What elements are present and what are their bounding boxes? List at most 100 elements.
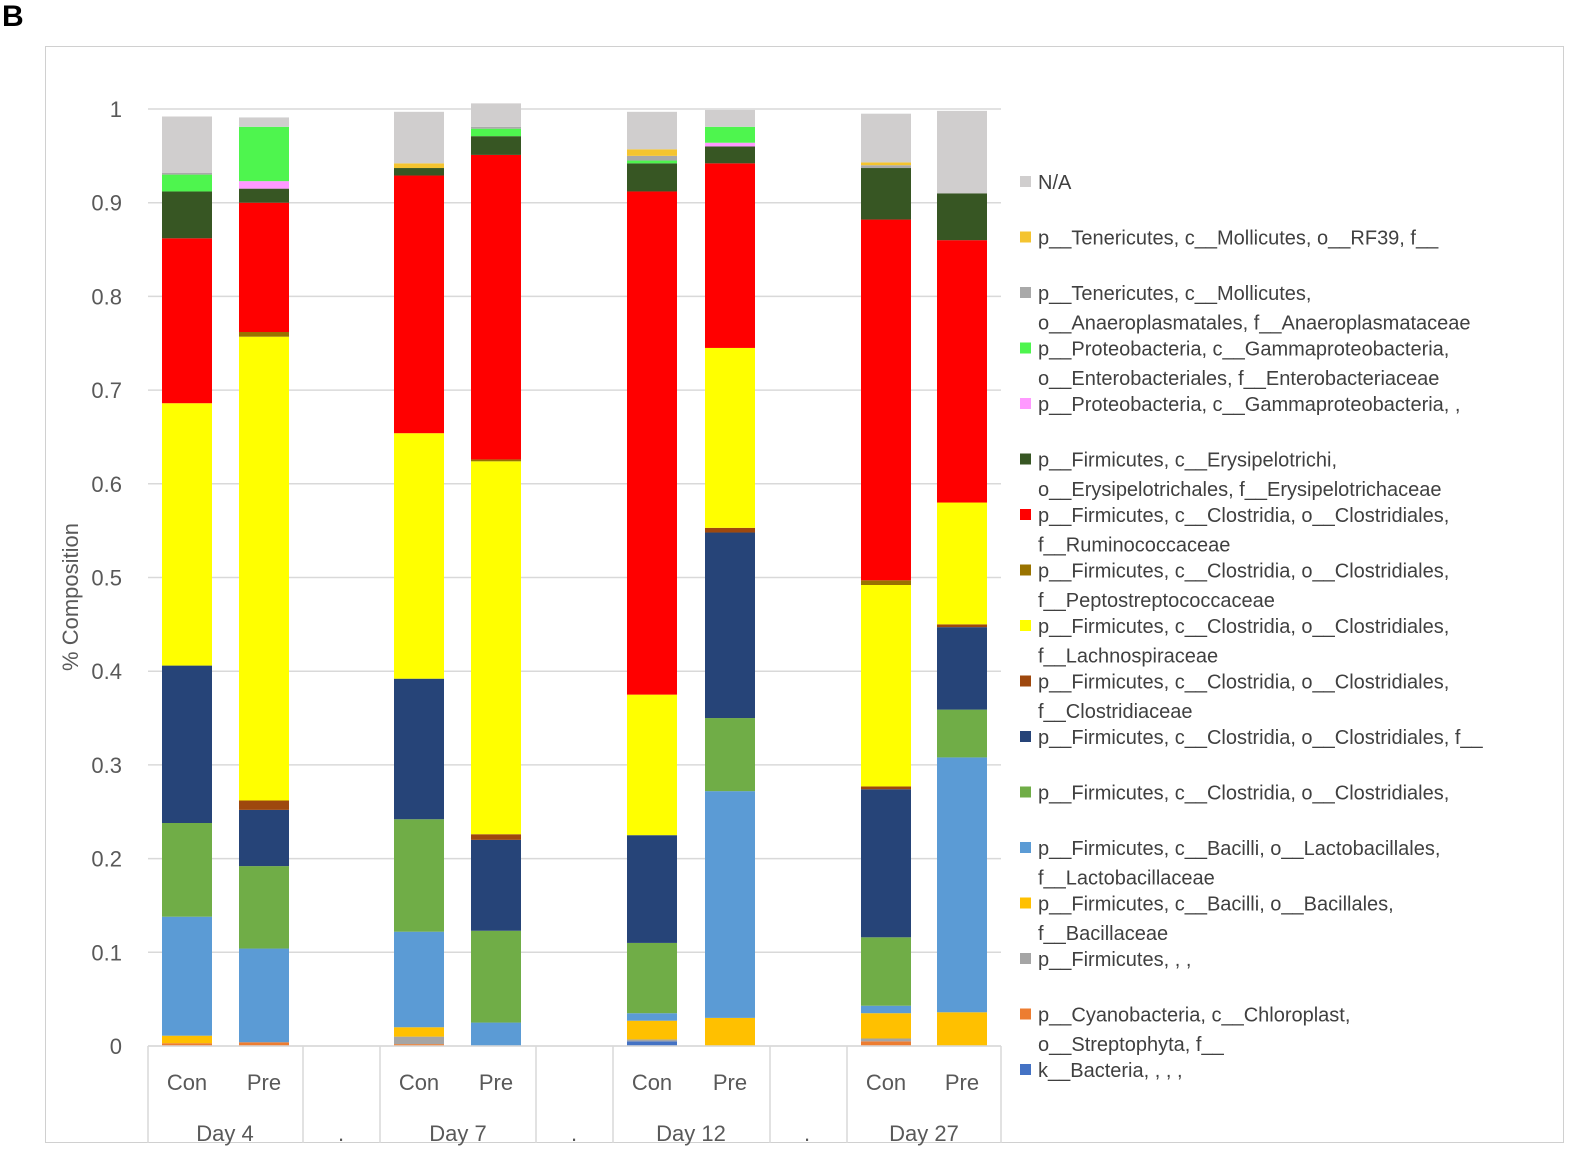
x-category-label: Con	[399, 1070, 439, 1095]
bar-segment	[861, 219, 911, 581]
bar-segment	[394, 678, 444, 820]
bar-segment	[627, 1013, 677, 1021]
legend-label: p__Firmicutes, c__Clostridia, o__Clostri…	[1038, 672, 1449, 694]
bar-segment	[471, 834, 521, 840]
legend-label: p__Tenericutes, c__Mollicutes,	[1038, 283, 1311, 305]
legend-label: o__Erysipelotrichales, f__Erysipelotrich…	[1038, 479, 1442, 501]
gridlines	[148, 108, 1001, 1047]
legend-swatch	[1020, 509, 1031, 520]
legend-swatch	[1020, 342, 1031, 354]
bar-segment	[394, 1036, 444, 1045]
legend-swatch	[1020, 786, 1031, 798]
bar-segment	[861, 580, 911, 585]
bar-segment	[394, 175, 444, 434]
x-group-label: Day 27	[889, 1121, 959, 1146]
bar-segment	[861, 1005, 911, 1014]
bar-segment	[627, 149, 677, 156]
legend-swatch	[1020, 1064, 1031, 1075]
legend-swatch	[1020, 897, 1031, 909]
bar-segment	[471, 930, 521, 1023]
x-category-label: Pre	[945, 1070, 979, 1095]
y-tick-label: 0.1	[91, 940, 122, 965]
legend-label: p__Tenericutes, c__Mollicutes, o__RF39, …	[1038, 228, 1439, 250]
legend-swatch	[1020, 398, 1031, 409]
bar-segment	[627, 111, 677, 150]
x-category-label: Pre	[247, 1070, 281, 1095]
bar-segment	[162, 1035, 212, 1044]
bar-segment	[861, 165, 911, 169]
bar-segment	[705, 109, 755, 127]
bar-segment	[861, 1041, 911, 1046]
bar-segment	[162, 822, 212, 917]
y-tick-label: 0.5	[91, 566, 122, 591]
y-tick-label: 0.9	[91, 191, 122, 216]
bar-segment	[471, 128, 521, 137]
bar-segment	[627, 694, 677, 836]
legend-label: k__Bacteria, , , ,	[1038, 1060, 1183, 1082]
bar-segment	[861, 584, 911, 787]
bars	[162, 103, 987, 1046]
bar-segment	[627, 163, 677, 192]
bar-segment	[627, 160, 677, 164]
bar-segment	[627, 155, 677, 161]
x-category-label: Con	[632, 1070, 672, 1095]
legend-label: f__Peptostreptococcaceae	[1038, 590, 1275, 612]
bar-segment	[162, 916, 212, 1036]
bar-segment	[627, 942, 677, 1014]
bar-segment	[937, 240, 987, 503]
legend-label: p__Firmicutes, , ,	[1038, 949, 1191, 971]
bar-segment	[861, 1013, 911, 1039]
legend-swatch	[1020, 176, 1031, 187]
legend: N/A p__Tenericutes, c__Mollicutes, o__RF3…	[1020, 172, 1484, 1082]
legend-swatch	[1020, 453, 1031, 465]
bar-segment	[471, 103, 521, 127]
x-group-label: Day 4	[196, 1121, 253, 1146]
bar-segment	[705, 146, 755, 164]
bar-segment	[627, 191, 677, 695]
legend-swatch	[1020, 287, 1031, 298]
bar-segment	[937, 502, 987, 625]
bar-segment	[627, 1041, 677, 1046]
bar-segment	[394, 819, 444, 932]
bar-segment	[239, 332, 289, 337]
legend-label: f__Lachnospiraceae	[1038, 646, 1218, 668]
bar-segment	[239, 181, 289, 189]
legend-swatch	[1020, 953, 1031, 964]
legend-label: f__Lactobacillaceae	[1038, 868, 1215, 890]
bar-segment	[162, 1043, 212, 1046]
legend-swatch	[1020, 620, 1031, 631]
bar-segment	[627, 1020, 677, 1040]
bar-segment	[937, 624, 987, 628]
bar-segment	[394, 111, 444, 164]
x-category-label: Pre	[479, 1070, 513, 1095]
bar-segment	[162, 191, 212, 239]
bar-segment	[239, 202, 289, 333]
bar-segment	[937, 757, 987, 1013]
bar-segment	[937, 709, 987, 758]
legend-label: p__Firmicutes, c__Clostridia, o__Clostri…	[1038, 616, 1449, 638]
bar-segment	[471, 461, 521, 835]
legend-label: p__Proteobacteria, c__Gammaproteobacteri…	[1038, 339, 1449, 361]
axes: 0 0.1 0.2 0.3 0.4 0.5 0.6 0.7 0.8 0.9 1 Con Pre Con Pr…	[91, 97, 1002, 1146]
bar-segment	[394, 931, 444, 1028]
bar-segment	[239, 948, 289, 1043]
bar-segment	[394, 163, 444, 169]
legend-label: f__Ruminococcaceae	[1038, 535, 1230, 557]
bar-segment	[239, 800, 289, 810]
bar-segment	[861, 1038, 911, 1042]
legend-label: p__Firmicutes, c__Clostridia, o__Clostri…	[1038, 505, 1449, 527]
legend-label: f__Clostridiaceae	[1038, 701, 1193, 723]
bar-segment	[394, 1027, 444, 1037]
y-tick-label: 0.4	[91, 659, 122, 684]
bar-segment	[162, 238, 212, 404]
legend-swatch	[1020, 842, 1031, 853]
bar-segment	[471, 459, 521, 462]
bar-segment	[627, 1039, 677, 1042]
legend-label: N/A	[1038, 172, 1072, 194]
bar-segment	[239, 188, 289, 203]
bar-segment	[937, 110, 987, 194]
bar-segment	[394, 168, 444, 176]
legend-label: p__Firmicutes, c__Clostridia, o__Clostri…	[1038, 783, 1449, 805]
y-tick-label: 0.6	[91, 472, 122, 497]
